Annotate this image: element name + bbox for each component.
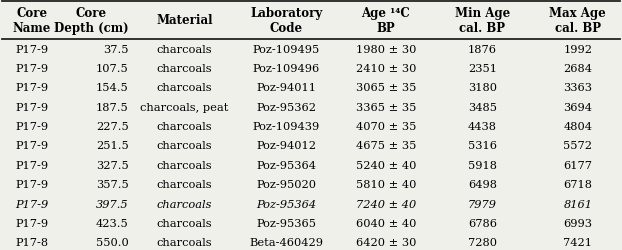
- Text: Poz-95364: Poz-95364: [256, 160, 317, 170]
- Text: 6993: 6993: [564, 218, 592, 228]
- Text: charcoals: charcoals: [157, 180, 212, 190]
- Text: P17-9: P17-9: [15, 83, 49, 93]
- Text: 7979: 7979: [468, 199, 497, 209]
- Text: Poz-94011: Poz-94011: [256, 83, 317, 93]
- Text: Poz-109495: Poz-109495: [253, 44, 320, 54]
- Text: 227.5: 227.5: [96, 122, 129, 132]
- Text: 3180: 3180: [468, 83, 497, 93]
- Text: 2684: 2684: [564, 64, 592, 74]
- Text: Poz-109439: Poz-109439: [253, 122, 320, 132]
- Text: 4804: 4804: [564, 122, 592, 132]
- Text: 6498: 6498: [468, 180, 497, 190]
- Text: 3485: 3485: [468, 102, 497, 112]
- Text: 3065 ± 35: 3065 ± 35: [356, 83, 416, 93]
- Text: P17-8: P17-8: [15, 237, 49, 247]
- Text: 37.5: 37.5: [103, 44, 129, 54]
- Text: P17-9: P17-9: [15, 160, 49, 170]
- Text: 7421: 7421: [564, 237, 592, 247]
- Text: P17-9: P17-9: [15, 44, 49, 54]
- Text: Poz-95365: Poz-95365: [256, 218, 317, 228]
- Text: P17-9: P17-9: [15, 64, 49, 74]
- Text: P17-9: P17-9: [15, 199, 49, 209]
- Text: 2410 ± 30: 2410 ± 30: [356, 64, 416, 74]
- Text: 4675 ± 35: 4675 ± 35: [356, 141, 416, 151]
- Text: 3365 ± 35: 3365 ± 35: [356, 102, 416, 112]
- Text: charcoals: charcoals: [157, 237, 212, 247]
- Text: Laboratory
Code: Laboratory Code: [250, 7, 323, 35]
- Text: 6718: 6718: [564, 180, 592, 190]
- Text: 327.5: 327.5: [96, 160, 129, 170]
- Text: 6040 ± 40: 6040 ± 40: [356, 218, 416, 228]
- Text: P17-9: P17-9: [15, 122, 49, 132]
- Text: 4070 ± 35: 4070 ± 35: [356, 122, 416, 132]
- Text: charcoals: charcoals: [157, 160, 212, 170]
- Text: 5316: 5316: [468, 141, 497, 151]
- Text: Poz-95362: Poz-95362: [256, 102, 317, 112]
- Text: 6786: 6786: [468, 218, 497, 228]
- Text: 1980 ± 30: 1980 ± 30: [356, 44, 416, 54]
- Text: 2351: 2351: [468, 64, 497, 74]
- Text: charcoals, peat: charcoals, peat: [140, 102, 229, 112]
- Text: 5572: 5572: [564, 141, 592, 151]
- Text: Core
Depth (cm): Core Depth (cm): [54, 7, 129, 35]
- Text: 550.0: 550.0: [96, 237, 129, 247]
- Text: 154.5: 154.5: [96, 83, 129, 93]
- Text: charcoals: charcoals: [157, 122, 212, 132]
- Text: 5918: 5918: [468, 160, 497, 170]
- Text: charcoals: charcoals: [157, 64, 212, 74]
- Text: 3363: 3363: [564, 83, 592, 93]
- Text: Age ¹⁴C
BP: Age ¹⁴C BP: [361, 7, 411, 35]
- Text: P17-9: P17-9: [15, 141, 49, 151]
- Text: charcoals: charcoals: [157, 199, 212, 209]
- Text: charcoals: charcoals: [157, 44, 212, 54]
- Text: 6420 ± 30: 6420 ± 30: [356, 237, 416, 247]
- Text: 107.5: 107.5: [96, 64, 129, 74]
- Text: P17-9: P17-9: [15, 180, 49, 190]
- Text: Poz-94012: Poz-94012: [256, 141, 317, 151]
- Text: charcoals: charcoals: [157, 218, 212, 228]
- Text: 357.5: 357.5: [96, 180, 129, 190]
- Text: charcoals: charcoals: [157, 83, 212, 93]
- Text: Poz-95364: Poz-95364: [256, 199, 317, 209]
- Text: 7280: 7280: [468, 237, 497, 247]
- Text: 423.5: 423.5: [96, 218, 129, 228]
- Text: 251.5: 251.5: [96, 141, 129, 151]
- Text: Beta-460429: Beta-460429: [249, 237, 323, 247]
- Text: 1876: 1876: [468, 44, 497, 54]
- Text: 397.5: 397.5: [96, 199, 129, 209]
- Text: P17-9: P17-9: [15, 102, 49, 112]
- Text: 5810 ± 40: 5810 ± 40: [356, 180, 416, 190]
- Text: P17-9: P17-9: [15, 218, 49, 228]
- Text: 5240 ± 40: 5240 ± 40: [356, 160, 416, 170]
- Text: 7240 ± 40: 7240 ± 40: [356, 199, 416, 209]
- Text: 8161: 8161: [564, 199, 592, 209]
- Text: Poz-109496: Poz-109496: [253, 64, 320, 74]
- Text: 6177: 6177: [564, 160, 592, 170]
- Text: Material: Material: [156, 14, 213, 28]
- Text: 187.5: 187.5: [96, 102, 129, 112]
- Text: charcoals: charcoals: [157, 141, 212, 151]
- Text: 1992: 1992: [564, 44, 592, 54]
- Text: Max Age
cal. BP: Max Age cal. BP: [549, 7, 606, 35]
- Text: 4438: 4438: [468, 122, 497, 132]
- Text: 3694: 3694: [564, 102, 592, 112]
- Text: Poz-95020: Poz-95020: [256, 180, 317, 190]
- Text: Core
Name: Core Name: [12, 7, 51, 35]
- Text: Min Age
cal. BP: Min Age cal. BP: [455, 7, 510, 35]
